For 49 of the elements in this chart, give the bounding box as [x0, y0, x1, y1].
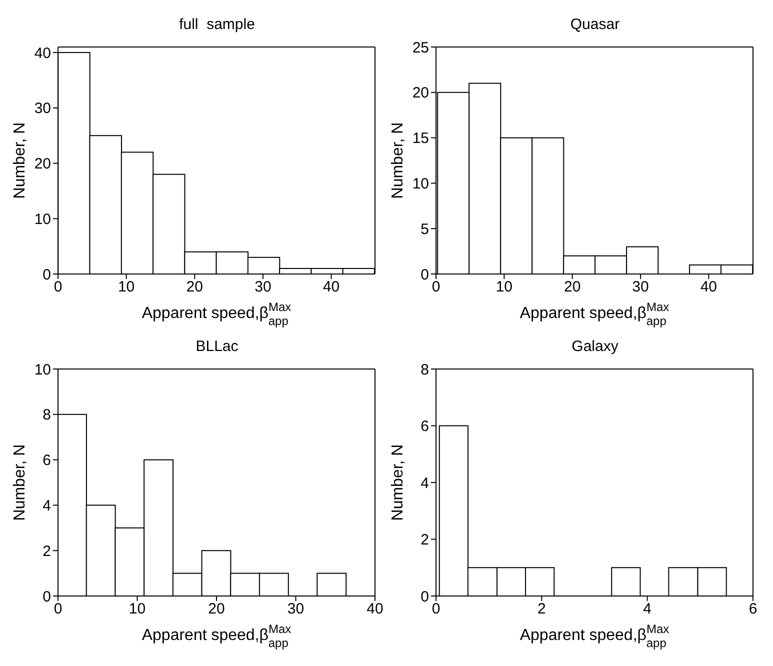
x-tick-label: 20 — [564, 278, 581, 296]
x-tick-label: 0 — [54, 278, 62, 296]
y-tick-label: 8 — [42, 406, 51, 424]
y-axis-title: Number, N — [12, 444, 29, 521]
y-tick-label: 0 — [420, 266, 429, 284]
chart-title: Quasar — [569, 16, 621, 33]
y-tick-label: 8 — [420, 361, 429, 378]
y-tick-label: 0 — [42, 588, 51, 606]
x-tick-label: 30 — [287, 600, 304, 618]
y-axis-title: Number, N — [390, 444, 407, 521]
x-tick-label: 10 — [496, 278, 513, 296]
y-tick-label: 30 — [34, 100, 51, 118]
x-tick-label: 40 — [322, 278, 340, 296]
x-tick-label: 10 — [128, 600, 146, 618]
chart-title: full sample — [178, 16, 256, 33]
y-tick-label: 40 — [34, 44, 51, 62]
y-tick-label: 4 — [420, 474, 429, 492]
x-tick-label: 40 — [366, 600, 384, 618]
y-tick-label: 20 — [412, 84, 429, 102]
y-axis-title: Number, N — [390, 122, 407, 199]
x-tick-label: 10 — [118, 278, 135, 296]
y-tick-label: 4 — [42, 498, 51, 515]
x-tick-label: 6 — [748, 600, 758, 618]
y-tick-label: 6 — [42, 452, 51, 470]
x-tick-label: 30 — [632, 278, 649, 296]
x-tick-label: 30 — [254, 278, 272, 296]
x-tick-label: 4 — [643, 600, 652, 618]
y-tick-label: 0 — [42, 266, 51, 284]
y-tick-label: 10 — [412, 176, 429, 193]
x-tick-label: 20 — [208, 600, 225, 618]
y-axis-title: Number, N — [12, 122, 29, 199]
x-tick-label: 0 — [432, 600, 440, 618]
chart-title: Galaxy — [570, 338, 620, 355]
x-tick-label: 0 — [432, 278, 440, 296]
y-tick-label: 2 — [42, 542, 51, 560]
y-tick-label: 25 — [412, 39, 429, 56]
y-tick-label: 5 — [420, 220, 429, 238]
y-tick-label: 20 — [34, 156, 51, 173]
y-tick-label: 10 — [34, 210, 51, 228]
y-tick-label: 0 — [420, 588, 429, 606]
x-tick-label: 20 — [186, 278, 203, 296]
y-tick-label: 6 — [420, 418, 429, 436]
chart-title: BLLac — [194, 338, 240, 355]
x-tick-label: 2 — [537, 600, 546, 618]
x-tick-label: 0 — [54, 600, 62, 618]
y-tick-label: 2 — [420, 532, 429, 549]
y-tick-label: 15 — [412, 130, 429, 148]
x-tick-label: 40 — [700, 278, 718, 296]
y-tick-label: 10 — [34, 361, 51, 378]
